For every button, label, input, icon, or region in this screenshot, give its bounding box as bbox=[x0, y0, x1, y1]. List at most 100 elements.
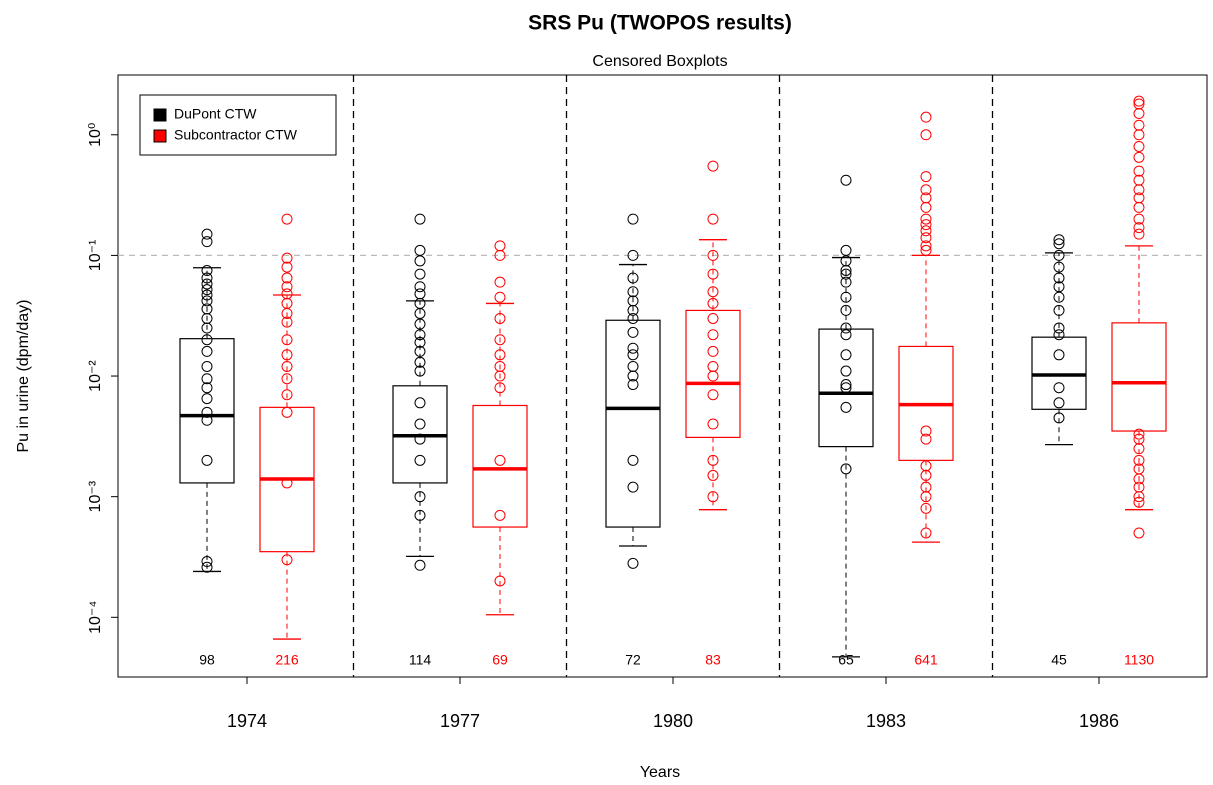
count-label: 45 bbox=[1051, 652, 1067, 668]
outlier bbox=[494, 249, 506, 261]
outlier bbox=[201, 556, 213, 568]
outlier bbox=[494, 370, 506, 382]
outlier bbox=[707, 213, 719, 225]
outlier bbox=[201, 278, 213, 290]
outlier bbox=[707, 286, 719, 298]
outlier bbox=[1053, 382, 1065, 394]
outlier bbox=[281, 406, 293, 418]
outlier bbox=[414, 281, 426, 293]
outlier bbox=[414, 345, 426, 357]
chart-subtitle: Censored Boxplots bbox=[592, 53, 727, 70]
outlier bbox=[201, 406, 213, 418]
outlier bbox=[414, 268, 426, 280]
count-label: 114 bbox=[409, 652, 432, 668]
outlier bbox=[281, 316, 293, 328]
outlier bbox=[840, 365, 852, 377]
outlier bbox=[281, 261, 293, 273]
box bbox=[685, 309, 741, 438]
outlier bbox=[1053, 249, 1065, 261]
outlier bbox=[707, 329, 719, 341]
outlier bbox=[920, 225, 932, 237]
chart-title: SRS Pu (TWOPOS results) bbox=[528, 12, 792, 35]
legend-label: Subcontractor CTW bbox=[174, 127, 298, 143]
outlier bbox=[920, 213, 932, 225]
y-tick-label: 10⁻³ bbox=[87, 480, 104, 512]
outlier bbox=[414, 365, 426, 377]
outlier bbox=[627, 557, 639, 569]
outlier bbox=[1133, 222, 1145, 234]
box bbox=[179, 338, 235, 484]
outlier bbox=[414, 255, 426, 267]
outlier bbox=[414, 213, 426, 225]
x-tick-label: 1986 bbox=[1079, 711, 1119, 731]
outlier bbox=[1133, 151, 1145, 163]
outlier bbox=[840, 382, 852, 394]
box bbox=[818, 328, 874, 448]
outlier bbox=[627, 286, 639, 298]
outlier bbox=[840, 291, 852, 303]
outlier bbox=[201, 373, 213, 385]
outlier bbox=[201, 382, 213, 394]
x-tick-label: 1977 bbox=[440, 711, 480, 731]
outlier bbox=[201, 236, 213, 248]
outlier bbox=[201, 289, 213, 301]
outlier bbox=[281, 554, 293, 566]
x-tick-label: 1974 bbox=[227, 711, 267, 731]
outlier bbox=[494, 334, 506, 346]
outlier bbox=[1133, 119, 1145, 131]
outlier bbox=[707, 418, 719, 430]
outlier bbox=[1053, 234, 1065, 246]
outlier bbox=[840, 401, 852, 413]
outlier bbox=[707, 297, 719, 309]
outlier bbox=[414, 318, 426, 330]
outlier bbox=[1133, 201, 1145, 213]
outlier bbox=[414, 397, 426, 409]
outlier bbox=[1053, 261, 1065, 273]
outlier bbox=[414, 307, 426, 319]
y-tick-label: 10⁰ bbox=[87, 123, 104, 147]
count-label: 65 bbox=[838, 652, 854, 668]
count-label: 216 bbox=[275, 652, 299, 668]
outlier bbox=[1053, 304, 1065, 316]
outlier bbox=[201, 284, 213, 296]
outlier bbox=[840, 304, 852, 316]
outlier bbox=[1053, 322, 1065, 334]
legend-box bbox=[139, 94, 337, 156]
outlier bbox=[414, 336, 426, 348]
outlier bbox=[627, 272, 639, 284]
outlier bbox=[920, 111, 932, 123]
outlier bbox=[1133, 165, 1145, 177]
outlier bbox=[627, 326, 639, 338]
outlier bbox=[201, 393, 213, 405]
count-label: 72 bbox=[625, 652, 641, 668]
outlier bbox=[707, 160, 719, 172]
outlier bbox=[414, 509, 426, 521]
outlier bbox=[920, 244, 932, 256]
outlier bbox=[627, 370, 639, 382]
outlier bbox=[707, 345, 719, 357]
legend-swatch bbox=[153, 129, 167, 143]
outlier bbox=[1133, 454, 1145, 466]
y-tick-label: 10⁻² bbox=[87, 360, 104, 392]
outlier bbox=[201, 264, 213, 276]
count-label: 69 bbox=[492, 652, 508, 668]
outlier bbox=[1133, 491, 1145, 503]
outlier bbox=[707, 249, 719, 261]
outlier bbox=[414, 356, 426, 368]
outlier bbox=[201, 414, 213, 426]
outlier bbox=[1133, 108, 1145, 120]
box bbox=[1111, 322, 1167, 432]
outlier bbox=[201, 345, 213, 357]
outlier bbox=[920, 491, 932, 503]
legend-label: DuPont CTW bbox=[174, 106, 257, 122]
box bbox=[1031, 336, 1087, 410]
outlier bbox=[840, 349, 852, 361]
outlier bbox=[1053, 349, 1065, 361]
outlier bbox=[840, 463, 852, 475]
outlier bbox=[281, 349, 293, 361]
outlier bbox=[920, 184, 932, 196]
outlier bbox=[201, 454, 213, 466]
outlier bbox=[627, 304, 639, 316]
outlier bbox=[840, 322, 852, 334]
outlier bbox=[1053, 397, 1065, 409]
